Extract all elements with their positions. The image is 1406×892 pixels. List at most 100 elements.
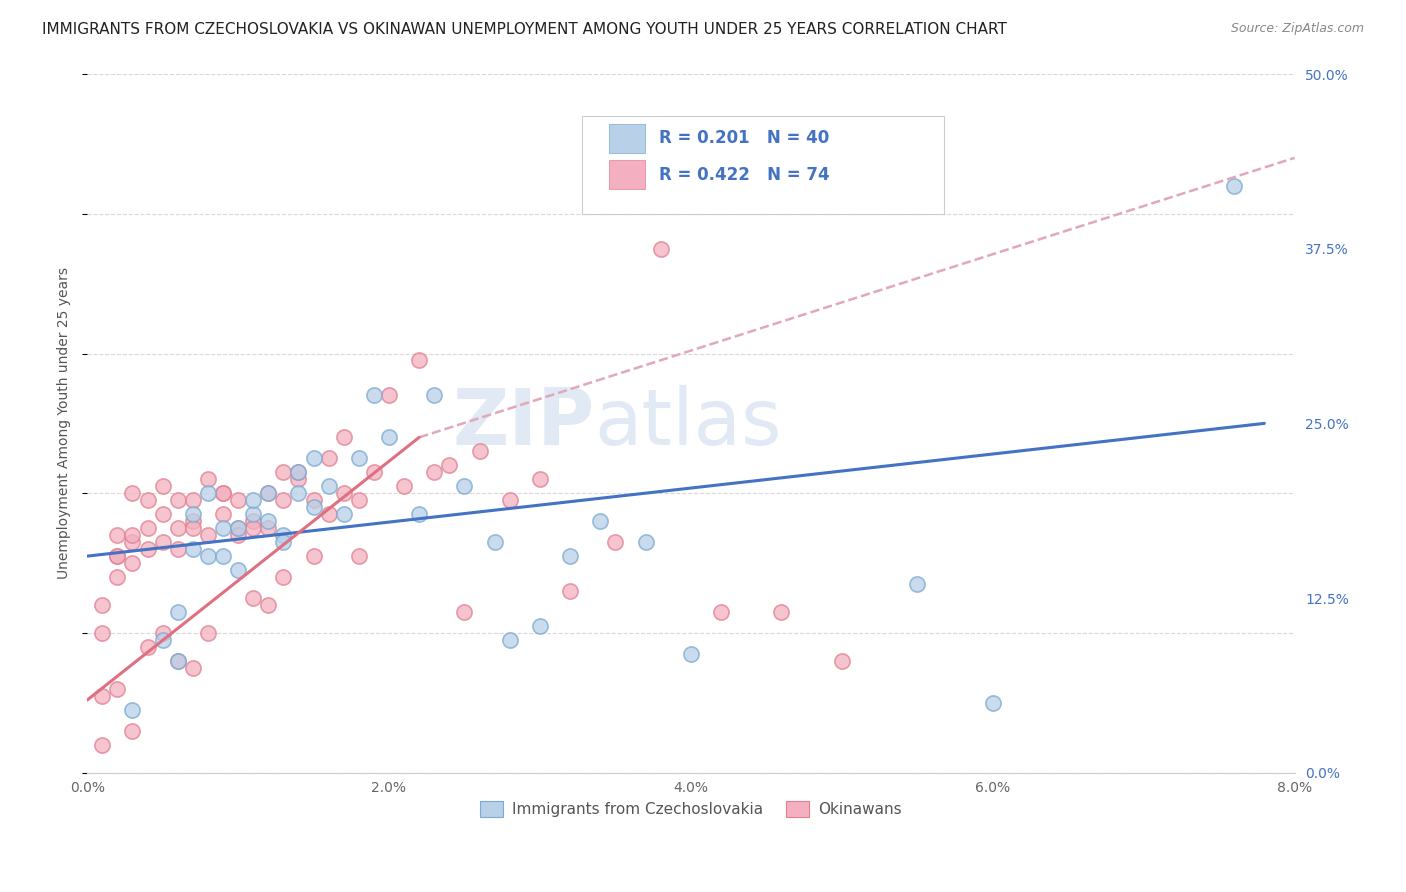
Point <box>484 535 506 549</box>
Text: Source: ZipAtlas.com: Source: ZipAtlas.com <box>1230 22 1364 36</box>
Point <box>152 632 174 647</box>
Point <box>121 723 143 738</box>
Point <box>347 493 370 508</box>
Point <box>121 703 143 717</box>
Point <box>287 465 309 479</box>
Point <box>378 388 401 402</box>
Point <box>242 521 264 535</box>
Text: ZIP: ZIP <box>451 385 595 461</box>
Point <box>1223 178 1246 193</box>
Point <box>363 388 385 402</box>
Point <box>91 626 114 640</box>
Point <box>242 514 264 528</box>
Point <box>197 549 219 563</box>
Point <box>453 605 475 619</box>
Point <box>589 514 612 528</box>
Point <box>408 507 430 521</box>
Point <box>181 493 204 508</box>
Point <box>181 521 204 535</box>
Point <box>423 465 446 479</box>
Point <box>302 451 325 466</box>
Point <box>273 493 295 508</box>
Point <box>226 521 249 535</box>
Point <box>302 500 325 515</box>
Point <box>302 549 325 563</box>
Point <box>439 458 461 473</box>
Point <box>242 493 264 508</box>
Point <box>136 521 159 535</box>
Point <box>121 556 143 570</box>
Point <box>905 577 928 591</box>
Point <box>166 654 188 668</box>
Point <box>332 507 354 521</box>
Point <box>347 549 370 563</box>
Point <box>529 619 551 633</box>
Point <box>242 591 264 605</box>
Point <box>529 472 551 486</box>
Legend: Immigrants from Czechoslovakia, Okinawans: Immigrants from Czechoslovakia, Okinawan… <box>472 793 910 824</box>
FancyBboxPatch shape <box>582 116 945 214</box>
Point <box>287 465 309 479</box>
Point <box>257 486 280 500</box>
Point <box>634 535 657 549</box>
Point <box>212 549 235 563</box>
Point <box>408 353 430 368</box>
Point <box>212 521 235 535</box>
Point <box>257 521 280 535</box>
Point <box>197 472 219 486</box>
FancyBboxPatch shape <box>609 124 645 153</box>
Point <box>152 535 174 549</box>
Text: atlas: atlas <box>595 385 782 461</box>
Point <box>166 521 188 535</box>
Text: R = 0.201   N = 40: R = 0.201 N = 40 <box>659 129 830 147</box>
Point <box>558 549 581 563</box>
Point <box>287 472 309 486</box>
Point <box>332 430 354 444</box>
Point <box>166 605 188 619</box>
Point <box>212 507 235 521</box>
Point <box>152 507 174 521</box>
Point <box>91 598 114 612</box>
Point <box>181 542 204 557</box>
Point <box>121 535 143 549</box>
Point <box>392 479 415 493</box>
Point <box>197 626 219 640</box>
Point <box>152 626 174 640</box>
Point <box>499 632 522 647</box>
Point <box>91 738 114 752</box>
Point <box>91 689 114 703</box>
Point <box>318 507 340 521</box>
Point <box>770 605 793 619</box>
Point <box>318 451 340 466</box>
Point <box>605 535 627 549</box>
Point <box>499 493 522 508</box>
Point <box>105 570 128 584</box>
Point <box>273 465 295 479</box>
Point <box>105 681 128 696</box>
Y-axis label: Unemployment Among Youth under 25 years: Unemployment Among Youth under 25 years <box>58 268 72 580</box>
Point <box>332 486 354 500</box>
Point <box>257 486 280 500</box>
Point <box>226 521 249 535</box>
Point <box>273 570 295 584</box>
Point <box>287 486 309 500</box>
Text: IMMIGRANTS FROM CZECHOSLOVAKIA VS OKINAWAN UNEMPLOYMENT AMONG YOUTH UNDER 25 YEA: IMMIGRANTS FROM CZECHOSLOVAKIA VS OKINAW… <box>42 22 1007 37</box>
Point <box>468 444 491 458</box>
Point <box>226 493 249 508</box>
Point <box>166 542 188 557</box>
Point <box>273 535 295 549</box>
Point <box>558 584 581 599</box>
Point <box>105 549 128 563</box>
Point <box>212 486 235 500</box>
Point <box>831 654 853 668</box>
FancyBboxPatch shape <box>609 160 645 189</box>
Point <box>257 598 280 612</box>
Point <box>136 640 159 654</box>
Point <box>423 388 446 402</box>
Point <box>273 528 295 542</box>
Point <box>650 242 672 256</box>
Point <box>242 507 264 521</box>
Point <box>197 528 219 542</box>
Point <box>121 486 143 500</box>
Point <box>166 654 188 668</box>
